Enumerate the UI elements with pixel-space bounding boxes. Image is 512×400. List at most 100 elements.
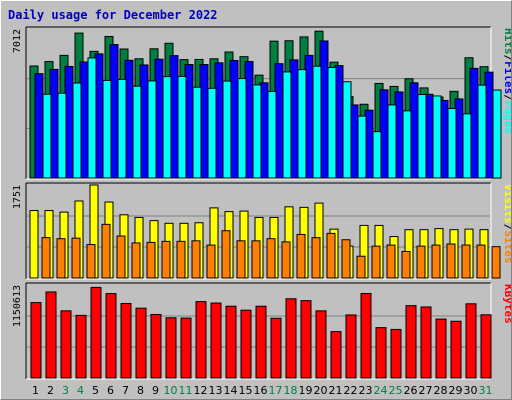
bar-kbytes: 2: 1065000 (45, 291, 57, 379)
x-tick-label: 10 (164, 384, 178, 397)
bar-kbytes: 9: 786000 (150, 313, 162, 379)
x-tick-label: 2 (47, 384, 54, 397)
bar-pages: 15: 4380 (252, 84, 262, 179)
series-legend-label: Visits/Sites (502, 184, 511, 264)
bar-kbytes: 6: 1044000 (105, 293, 117, 379)
bar-kbytes: 20: 831000 (315, 310, 327, 379)
bar-pages: 24: 3440 (387, 104, 397, 179)
bar-kbytes: 27: 879000 (420, 306, 432, 379)
legend-part: Sites (502, 230, 511, 263)
bar-visits: 1: 1270 (29, 210, 39, 279)
bar-pages: 2: 3990 (57, 92, 67, 179)
bar-sites: 6: 790 (116, 235, 126, 279)
x-tick-label: 6 (107, 384, 114, 397)
bar-kbytes: 18: 980000 (285, 298, 297, 379)
bar-kbytes: 22: 780000 (345, 314, 357, 379)
bar-kbytes: 31: 782000 (480, 314, 492, 379)
x-tick-label: 21 (329, 384, 343, 397)
x-tick-label: 8 (137, 384, 144, 397)
bar-kbytes: 26: 895000 (405, 305, 417, 379)
bar-sites: 4: 630 (86, 244, 96, 279)
bar-sites: 22: 410 (356, 255, 366, 279)
x-tick-label: 14 (224, 384, 238, 397)
bar-sites: 12: 620 (206, 244, 216, 279)
x-tick-label: 30 (464, 384, 478, 397)
x-tick-label: 27 (419, 384, 433, 397)
panel-middle: 17511: 12702: 12703: 12404: 14505: 17516… (12, 182, 511, 280)
bar-sites: 26: 600 (416, 245, 426, 279)
bar-pages: 29: 3020 (462, 113, 472, 179)
bar-sites: 28: 640 (446, 243, 456, 279)
bar-pages: 20: 5200 (327, 67, 337, 179)
x-tick-label: 5 (92, 384, 99, 397)
bar-pages: 21: 4530 (342, 81, 352, 179)
x-tick-label: 7 (122, 384, 129, 397)
bar-files: 1: 4910 (34, 73, 44, 179)
bar-pages: 11: 4270 (192, 86, 202, 179)
bar-kbytes: 10: 745000 (165, 317, 177, 379)
legend-part: / (502, 94, 511, 101)
bar-kbytes: 12: 945000 (195, 301, 207, 379)
x-tick-label: 1 (32, 384, 39, 397)
bar-kbytes: 16: 888000 (255, 305, 267, 379)
bar-pages: 6: 4640 (117, 78, 127, 179)
x-tick-label: 28 (434, 384, 448, 397)
x-tick-label: 11 (179, 384, 193, 397)
bar-kbytes: 14: 888000 (225, 305, 237, 379)
x-tick-label: 22 (344, 384, 358, 397)
bar-sites: 20: 840 (326, 232, 336, 279)
bar-kbytes: 17: 739000 (270, 317, 282, 379)
x-tick-label: 3 (62, 384, 69, 397)
legend-part: Visits (502, 184, 511, 224)
x-tick-label: 25 (389, 384, 403, 397)
y-tick-label: 1751 (12, 185, 23, 209)
bar-sites: 19: 760 (311, 237, 321, 279)
bar-pages: 23: 2180 (372, 131, 382, 179)
series-pages: 1: 3940 2: 3990 3: 4470 4: 5650 5: 4590 6: 46… (42, 57, 502, 179)
bar-pages: 22: 2910 (357, 115, 367, 179)
x-tick-label: 15 (239, 384, 253, 397)
bar-sites: 8: 670 (146, 241, 156, 279)
bar-kbytes: 28: 729000 (435, 318, 447, 379)
bar-kbytes: 24: 623000 (375, 327, 387, 379)
bar-pages: 9: 4770 (162, 76, 172, 179)
legend-part: Hits (502, 28, 511, 55)
legend-part: Pages (502, 101, 511, 134)
bar-sites: 24: 620 (386, 244, 396, 279)
x-tick-label: 17 (269, 384, 283, 397)
x-tick-label: 31 (479, 384, 493, 397)
x-tick-label: 29 (449, 384, 463, 397)
bar-sites: 1: 760 (41, 237, 51, 279)
bar-sites: 11: 700 (191, 240, 201, 279)
legend-part: / (502, 224, 511, 231)
series-legend-label: KBytes (502, 284, 511, 324)
bar-pages: 1: 3940 (42, 93, 52, 179)
bar-kbytes: 11: 741000 (180, 317, 192, 379)
bar-sites: 9: 690 (161, 240, 171, 279)
bar-pages: 14: 4680 (237, 78, 247, 179)
bar-sites: 17: 680 (281, 241, 291, 279)
bar-pages: 10: 4780 (177, 75, 187, 179)
panel-bottom: 1150613 1: 9330002: 10650003: 8310004: 77… (12, 282, 511, 380)
legend-part: KBytes (502, 284, 511, 324)
bar-pages: 12: 4220 (207, 87, 217, 179)
bar-sites: 5: 1010 (101, 223, 111, 279)
x-tick-label: 20 (314, 384, 328, 397)
legend-part: / (502, 55, 511, 62)
bar-pages: 4: 5650 (87, 57, 97, 179)
bar-sites: 16: 740 (266, 238, 276, 279)
x-axis-day-labels: 1 2 3 4 5 6 7 8 9 10 11 12 13 14 15 16 17 18 19 20 21 22 23 24 2… (32, 384, 493, 397)
bar-sites: 23: 600 (371, 245, 381, 279)
bar-kbytes: 23: 1046000 (360, 292, 372, 379)
bar-pages: 19: 5260 (312, 65, 322, 179)
bar-pages: 16: 4070 (267, 91, 277, 179)
bar-pages: 18: 5100 (297, 69, 307, 179)
bar-sites: 2: 740 (56, 238, 66, 279)
x-tick-label: 12 (194, 384, 208, 397)
bar-kbytes: 21: 574000 (330, 331, 342, 379)
bar-sites: 21: 720 (341, 239, 351, 279)
bar-kbytes: 19: 957000 (300, 300, 312, 379)
x-tick-label: 13 (209, 384, 223, 397)
